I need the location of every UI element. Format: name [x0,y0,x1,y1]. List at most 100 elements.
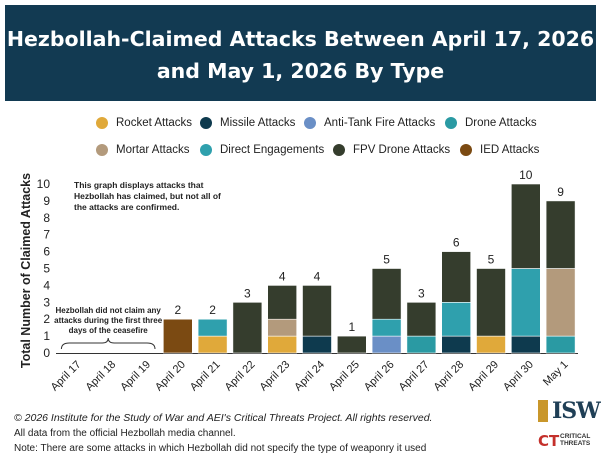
bar-segment [371,335,402,354]
legend-swatch [304,117,316,129]
source-text: All data from the official Hezbollah med… [14,428,236,439]
bar-total-label: 10 [519,168,533,182]
bar-segment [302,335,332,354]
bar-total-label: 9 [557,185,564,199]
bar-total-label: 3 [418,286,425,300]
x-tick-label: April 17 [49,359,84,394]
legend-label: IED Attacks [480,144,540,156]
bar-total-label: 5 [488,253,495,267]
bar-segment [510,183,541,269]
bar-segment [545,335,576,354]
legend-label: Missile Attacks [220,117,296,129]
x-tick-label: April 20 [153,359,188,394]
bar-segment [197,318,228,337]
legend-label: FPV Drone Attacks [353,144,451,156]
critical-threats-logo: CT CRITICAL THREATS [538,432,590,451]
x-tick-label: April 29 [466,359,501,394]
y-tick-label: 6 [43,245,50,259]
isw-logo-bar [538,400,548,422]
x-tick-label: April 30 [501,359,536,394]
y-tick-label: 10 [37,177,51,191]
bar-total-label: 4 [279,269,286,283]
legend-swatch [200,117,212,129]
title-line-1: Hezbollah-Claimed Attacks Between April … [6,27,595,51]
note-text: Note: There are some attacks in which He… [14,443,427,454]
title-line-2: and May 1, 2026 By Type [156,59,445,83]
x-tick-label: April 23 [257,359,292,394]
x-tick-label: April 24 [292,359,327,394]
annotation-confirmed-note: This graph displays attacks that [74,180,204,190]
x-tick-label: April 18 [83,359,118,394]
bar-segment [510,268,541,337]
ct-logo-text-2: THREATS [560,440,591,447]
legend-item: Anti-Tank Fire Attacks [304,117,435,129]
bar-total-label: 3 [244,286,251,300]
legend-item: Missile Attacks [200,117,295,129]
bar-segment [406,335,437,354]
legend-label: Drone Attacks [465,117,537,129]
legend-swatch [96,144,108,156]
bar-segment [545,268,576,337]
bar-segment [371,268,402,320]
annotation-ceasefire-note: Hezbollah did not claim any [56,306,162,315]
bar-segment [476,335,506,354]
legend-swatch [96,117,108,129]
y-axis-label: Total Number of Claimed Attacks [19,173,33,368]
copyright-text: © 2026 Institute for the Study of War an… [14,412,433,424]
bar-segment [267,335,298,354]
legend-item: Drone Attacks [445,117,537,129]
x-tick-label: April 26 [362,359,397,394]
y-tick-label: 5 [43,262,50,276]
chart-title: Hezbollah-Claimed Attacks Between April … [5,23,596,87]
legend-item: Mortar Attacks [96,144,190,156]
bar-segment [267,285,298,320]
bar-segment [441,301,472,337]
title-banner: Hezbollah-Claimed Attacks Between April … [5,5,596,101]
bar-total-label: 5 [383,253,390,267]
bar-segment [371,318,402,337]
bar-total-label: 6 [453,236,460,250]
annotation-ceasefire-note: days of the ceasefire [69,326,149,335]
bar-segment [476,268,506,337]
bar-segment [441,251,472,303]
annotation-ceasefire-note: attacks during the first three [54,316,163,325]
y-tick-label: 3 [43,295,50,309]
legend-swatch [200,144,212,156]
bar-segment [441,335,472,354]
y-tick-label: 1 [43,329,50,343]
bar-segment [232,301,263,354]
legend-label: Direct Engagements [220,144,325,156]
legend-swatch [460,144,472,156]
ct-logo-mark: CT [538,432,560,450]
legend-swatch [445,117,457,129]
legend-swatch [333,144,345,156]
y-tick-label: 8 [43,211,50,225]
x-tick-label: April 27 [397,359,432,394]
bar-segment [545,200,576,269]
isw-logo: ISW [552,398,601,424]
bar-segment [336,335,367,354]
bar-segment [267,318,298,337]
x-tick-label: April 25 [327,359,362,394]
ceasefire-brace [60,337,156,350]
x-tick-label: April 19 [118,359,153,394]
legend-item: Direct Engagements [200,144,324,156]
x-tick-label: April 28 [431,359,466,394]
stacked-bar-chart: 0 1 2 3 4 5 6 7 8 9 10 Total Number of Claimed Atta… [19,168,578,394]
ct-logo-text: CRITICAL THREATS [560,433,590,447]
bar-segment [163,318,193,354]
bar-total-label: 1 [348,320,355,334]
y-tick-label: 2 [43,312,50,326]
legend-label: Anti-Tank Fire Attacks [324,117,436,129]
y-tick-label: 9 [43,194,50,208]
bar-segment [406,301,437,337]
y-tick-label: 7 [43,228,50,242]
y-tick-label: 0 [43,346,50,360]
annotation-confirmed-note: Hezbollah has claimed, but not all of [74,191,221,201]
bar-segment [510,335,541,354]
x-tick-label: April 21 [188,359,223,394]
bar-segment [197,335,228,354]
bar-total-label: 4 [314,269,321,283]
legend-label: Mortar Attacks [116,144,190,156]
legend: Rocket Attacks Missile Attacks Anti-Tank F… [0,108,601,158]
